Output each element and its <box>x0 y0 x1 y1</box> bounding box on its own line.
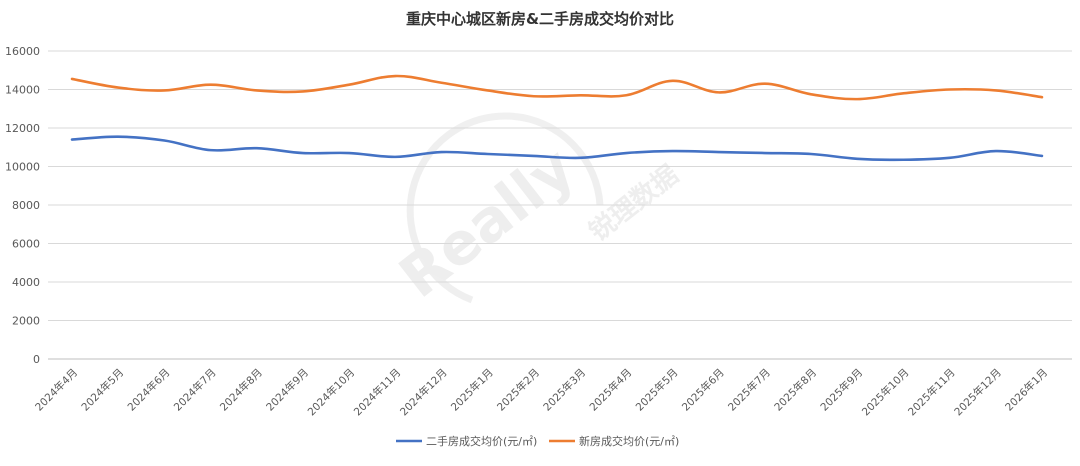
svg-text:Really: Really <box>387 134 587 311</box>
y-tick-label: 2000 <box>12 315 40 328</box>
series-line-1 <box>70 135 1044 162</box>
data-point <box>302 152 305 155</box>
x-tick-label: 2024年9月 <box>263 366 311 414</box>
data-point <box>486 89 489 92</box>
x-tick-label: 2024年11月 <box>351 366 403 418</box>
data-point <box>71 78 74 81</box>
x-tick-label: 2025年4月 <box>587 366 635 414</box>
data-point <box>717 151 720 154</box>
data-point <box>948 88 951 91</box>
x-tick-label: 2024年5月 <box>79 366 127 414</box>
y-tick-label: 4000 <box>12 276 40 289</box>
data-point <box>348 152 351 155</box>
data-point <box>625 152 628 155</box>
x-tick-label: 2025年5月 <box>633 366 681 414</box>
data-point <box>764 152 767 155</box>
data-point <box>209 149 212 152</box>
data-point <box>995 89 998 92</box>
data-point <box>255 147 258 150</box>
x-tick-label: 2025年10月 <box>859 366 911 418</box>
data-point <box>764 82 767 85</box>
data-point <box>671 150 674 153</box>
y-tick-label: 8000 <box>12 199 40 212</box>
data-point <box>71 138 74 141</box>
data-point <box>902 158 905 161</box>
legend-label: 新房成交均价(元/㎡) <box>579 434 679 448</box>
legend-label: 二手房成交均价(元/㎡) <box>426 434 537 448</box>
y-tick-label: 12000 <box>5 122 40 135</box>
x-axis: 2024年4月 2024年5月 2024年6月 2024年7月 2024年8月 2024年… <box>32 366 1050 418</box>
x-tick-label: 2024年6月 <box>125 366 173 414</box>
series-line-2 <box>70 74 1044 101</box>
data-point <box>163 139 166 142</box>
data-point <box>394 75 397 78</box>
x-tick-label: 2024年7月 <box>171 366 219 414</box>
data-point <box>486 153 489 156</box>
data-point <box>856 98 859 101</box>
data-point <box>856 158 859 161</box>
data-point <box>625 94 628 97</box>
data-point <box>440 151 443 154</box>
x-tick-label: 2025年6月 <box>679 366 727 414</box>
y-axis: 0 2000 4000 6000 8000 10000 12000 14000 16000 <box>5 45 40 366</box>
y-tick-label: 10000 <box>5 161 40 174</box>
x-tick-label: 2024年4月 <box>32 366 80 414</box>
x-tick-label: 2025年12月 <box>952 366 1004 418</box>
data-point <box>209 83 212 86</box>
data-point <box>810 153 813 156</box>
y-tick-label: 14000 <box>5 84 40 97</box>
data-point <box>995 150 998 153</box>
x-tick-label: 2025年1月 <box>448 366 496 414</box>
data-point <box>255 89 258 92</box>
data-point <box>902 92 905 95</box>
data-point <box>948 157 951 160</box>
chart-title: 重庆中心城区新房&二手房成交均价对比 <box>406 10 674 28</box>
data-point <box>394 156 397 159</box>
data-point <box>579 157 582 160</box>
data-point <box>302 90 305 93</box>
data-point <box>533 95 536 98</box>
series-lines <box>70 74 1044 162</box>
grid-lines <box>48 50 1072 360</box>
data-point <box>810 93 813 96</box>
x-tick-label: 2025年2月 <box>494 366 542 414</box>
x-tick-label: 2026年1月 <box>1002 366 1050 414</box>
data-point <box>579 94 582 97</box>
data-point <box>117 86 120 89</box>
x-tick-label: 2025年7月 <box>725 366 773 414</box>
x-tick-label: 2024年10月 <box>305 366 357 418</box>
x-tick-label: 2025年3月 <box>541 366 589 414</box>
data-point <box>1041 96 1044 99</box>
data-point <box>348 83 351 86</box>
y-tick-label: 16000 <box>5 45 40 58</box>
data-point <box>440 81 443 84</box>
x-tick-label: 2025年11月 <box>905 366 957 418</box>
data-point <box>717 91 720 94</box>
x-tick-label: 2025年8月 <box>772 366 820 414</box>
data-point <box>671 80 674 83</box>
x-tick-label: 2024年8月 <box>217 366 265 414</box>
data-point <box>163 89 166 92</box>
y-tick-label: 0 <box>33 353 40 366</box>
legend: 二手房成交均价(元/㎡) 新房成交均价(元/㎡) <box>396 434 679 448</box>
data-point <box>1041 155 1044 158</box>
y-tick-label: 6000 <box>12 238 40 251</box>
x-tick-label: 2024年12月 <box>397 366 449 418</box>
data-point <box>117 135 120 138</box>
data-point <box>533 155 536 158</box>
x-tick-label: 2025年9月 <box>818 366 866 414</box>
